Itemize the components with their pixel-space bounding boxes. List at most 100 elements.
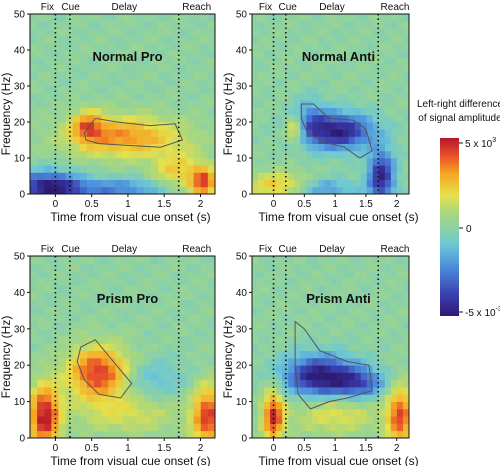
heatmap-cell [51, 336, 59, 344]
heatmap-cell [402, 122, 410, 130]
heatmap-cell [402, 372, 410, 381]
heatmap-cell [300, 314, 307, 322]
heatmap-cell [336, 165, 343, 173]
heatmap-cell [115, 186, 123, 195]
heatmap-cell [72, 50, 81, 58]
y-tick-label: 20 [14, 361, 26, 372]
heatmap-cell [360, 114, 368, 123]
heatmap-cell [294, 270, 301, 279]
heatmap-cell [193, 270, 202, 279]
heatmap-cell [366, 394, 374, 402]
heatmap-cell [354, 14, 362, 22]
heatmap-cell [58, 172, 66, 180]
heatmap-cell [94, 165, 102, 173]
heatmap-cell [294, 78, 301, 87]
heatmap-cell [264, 50, 271, 58]
heatmap-cell [348, 71, 356, 80]
heatmap-cell [143, 328, 152, 337]
heatmap-cell [193, 186, 202, 195]
heatmap-cell [312, 186, 319, 195]
heatmap-cell [336, 114, 343, 123]
heatmap-cell [108, 186, 116, 195]
heatmap-cell [300, 416, 307, 424]
heatmap-cell [207, 401, 216, 410]
heatmap-cell [193, 93, 202, 101]
heatmap-cell [94, 172, 102, 180]
heatmap-cell [58, 270, 66, 279]
heatmap-cell [378, 186, 386, 195]
heatmap-cell [282, 179, 289, 188]
heatmap-cell [396, 306, 404, 315]
heatmap-cell [330, 277, 337, 286]
heatmap-cell [366, 357, 374, 366]
heatmap-cell [179, 78, 187, 87]
heatmap-cell [179, 343, 187, 352]
heatmap-cell [282, 379, 289, 388]
heatmap-cell [330, 86, 337, 94]
heatmap-cell [143, 321, 152, 330]
heatmap-cell [150, 129, 159, 137]
heatmap-cell [115, 277, 123, 286]
heatmap-cell [150, 372, 159, 381]
heatmap-cell [79, 256, 88, 264]
heatmap-cell [312, 430, 319, 439]
heatmap-cell [324, 158, 331, 166]
heatmap-cell [193, 21, 202, 29]
heatmap-cell [258, 372, 265, 381]
heatmap-cell [172, 186, 180, 195]
heatmap-cell [336, 100, 343, 108]
heatmap-cell [336, 357, 343, 366]
heatmap-cell [94, 71, 102, 80]
heatmap-cell [30, 256, 38, 264]
heatmap-cell [270, 143, 277, 152]
heatmap-cell [51, 21, 59, 29]
heatmap-cell [72, 71, 81, 80]
heatmap-cell [200, 172, 209, 180]
heatmap-cell [270, 129, 277, 137]
heatmap-cell [37, 150, 45, 159]
heatmap-cell [282, 21, 289, 29]
heatmap-cell [276, 93, 283, 101]
heatmap-cell [336, 64, 343, 72]
heatmap-cell [207, 165, 216, 173]
heatmap-cell [366, 21, 374, 29]
heatmap-cell [193, 129, 202, 137]
heatmap-cell [101, 71, 109, 80]
heatmap-cell [282, 408, 289, 417]
heatmap-cell [258, 423, 265, 432]
heatmap-cell [348, 35, 356, 44]
heatmap-cell [258, 129, 265, 137]
heatmap-cell [72, 64, 81, 72]
heatmap-cell [330, 365, 337, 373]
heatmap-cell [186, 357, 195, 366]
heatmap-cell [158, 394, 166, 402]
heatmap-cell [312, 57, 319, 65]
heatmap-cell [207, 263, 216, 271]
heatmap-cell [288, 350, 295, 359]
heatmap-cell [44, 423, 52, 432]
heatmap-cell [306, 350, 313, 359]
heatmap-cell [342, 306, 350, 315]
heatmap-cell [108, 64, 116, 72]
heatmap-cell [158, 122, 166, 130]
heatmap-cell [396, 57, 404, 65]
heatmap-cell [200, 408, 209, 417]
heatmap-cell [354, 93, 362, 101]
heatmap-cell [300, 336, 307, 344]
heatmap-cell [324, 114, 331, 123]
heatmap-cell [324, 285, 331, 293]
heatmap-cell [193, 14, 202, 22]
heatmap-cell [282, 14, 289, 22]
heatmap-cell [94, 57, 102, 65]
heatmap-cell [115, 21, 123, 29]
heatmap-cell [86, 357, 95, 366]
heatmap-cell [129, 394, 138, 402]
heatmap-cell [384, 179, 392, 188]
heatmap-cell [324, 365, 331, 373]
heatmap-cell [366, 64, 374, 72]
heatmap-cell [44, 78, 52, 87]
heatmap-cell [276, 165, 283, 173]
colorbar-gradient [440, 138, 459, 316]
heatmap-cell [300, 394, 307, 402]
colorbar: Left-right difference of signal amplitud… [417, 99, 500, 319]
